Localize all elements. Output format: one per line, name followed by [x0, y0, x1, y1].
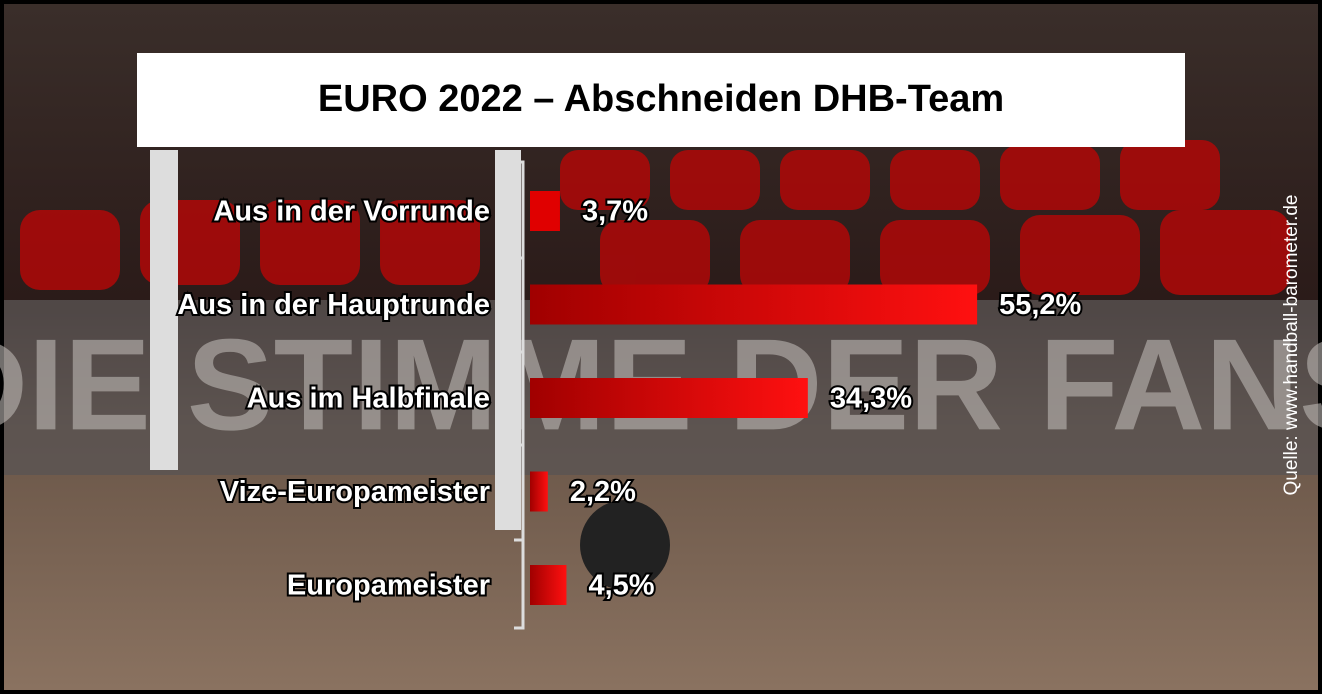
- category-label: Aus in der Hauptrunde: [177, 289, 490, 321]
- value-label: 34,3%: [830, 383, 912, 415]
- seats: [20, 140, 1290, 295]
- category-label: Vize-Europameister: [220, 476, 490, 508]
- category-label: Aus im Halbfinale: [247, 383, 490, 415]
- value-label: 55,2%: [999, 289, 1081, 321]
- value-label: 3,7%: [582, 196, 648, 228]
- value-label: 2,2%: [570, 476, 636, 508]
- ball: [580, 500, 670, 590]
- chart-title: EURO 2022 – Abschneiden DHB-Team: [318, 78, 1004, 120]
- title-box: [137, 53, 1185, 147]
- goal-post: [150, 150, 178, 470]
- category-label: Aus in der Vorrunde: [213, 196, 490, 228]
- axis: [514, 160, 525, 630]
- bar: [530, 471, 548, 512]
- bar: [530, 284, 978, 325]
- category-label: Europameister: [287, 570, 490, 602]
- bar: [530, 378, 808, 418]
- value-label: 4,5%: [588, 570, 654, 602]
- source: Quelle: www.handball-barometer.de: [1281, 194, 1302, 495]
- goal-post: [495, 150, 521, 530]
- bar: [530, 565, 567, 605]
- bar: [530, 191, 560, 231]
